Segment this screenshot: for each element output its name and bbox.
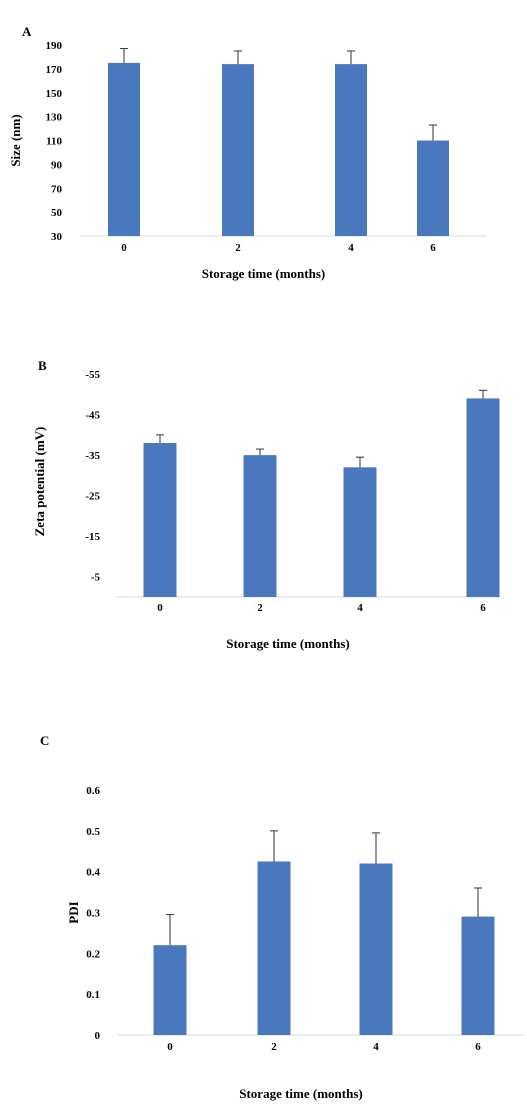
y-tick-label: -15 [85,531,100,543]
bar [417,140,449,236]
bar [108,62,140,236]
x-tick-label: 4 [373,1041,379,1053]
y-tick-label: 70 [51,183,63,195]
bar [257,861,291,1035]
y-tick-label: 190 [46,40,63,52]
x-tick-label: 0 [157,602,163,614]
bar [466,398,500,597]
y-tick-label: 150 [46,88,63,100]
x-tick-label: 4 [348,242,354,254]
bar [461,916,495,1035]
y-tick-label: -5 [91,572,101,584]
y-tick-label: 30 [51,231,63,243]
x-tick-label: 2 [271,1041,277,1053]
bar [335,64,367,236]
x-tick-label: 6 [480,602,486,614]
y-tick-label: 0.4 [86,867,100,879]
bar [243,455,277,597]
x-axis-label: Storage time (months) [226,636,349,651]
panel-label: C [40,733,49,748]
y-tick-label: -55 [85,369,100,381]
y-tick-label: 0.3 [86,908,100,920]
bar [153,945,187,1035]
x-tick-label: 2 [257,602,263,614]
bar [343,467,377,597]
x-tick-label: 6 [475,1041,481,1053]
y-tick-label: 0.1 [86,989,100,1001]
y-tick-label: 170 [46,64,63,76]
x-axis-label: Storage time (months) [202,266,325,281]
y-tick-label: 0.6 [86,785,100,797]
x-tick-label: 0 [167,1041,173,1053]
bar [359,863,393,1035]
y-tick-label: 0.5 [86,826,100,838]
x-axis-label: Storage time (months) [239,1086,362,1101]
y-tick-label: -35 [85,450,100,462]
y-axis-label: Size (nm) [8,114,23,166]
x-tick-label: 2 [235,242,241,254]
y-tick-label: 90 [51,159,63,171]
y-tick-label: 110 [46,136,62,148]
y-tick-label: 0 [95,1030,101,1042]
y-tick-label: 0.2 [86,948,100,960]
y-axis-label: PDI [66,901,81,923]
bar [143,443,177,597]
x-tick-label: 4 [357,602,363,614]
y-tick-label: -45 [85,410,100,422]
x-tick-label: 0 [121,242,127,254]
bar [222,64,254,236]
panel-label: A [22,24,32,39]
y-tick-label: 50 [51,207,63,219]
panel-label: B [38,358,47,373]
y-tick-label: -25 [85,491,100,503]
x-tick-label: 6 [430,242,436,254]
y-tick-label: 130 [46,112,63,124]
y-axis-label: Zeta potential (mV) [32,427,47,537]
